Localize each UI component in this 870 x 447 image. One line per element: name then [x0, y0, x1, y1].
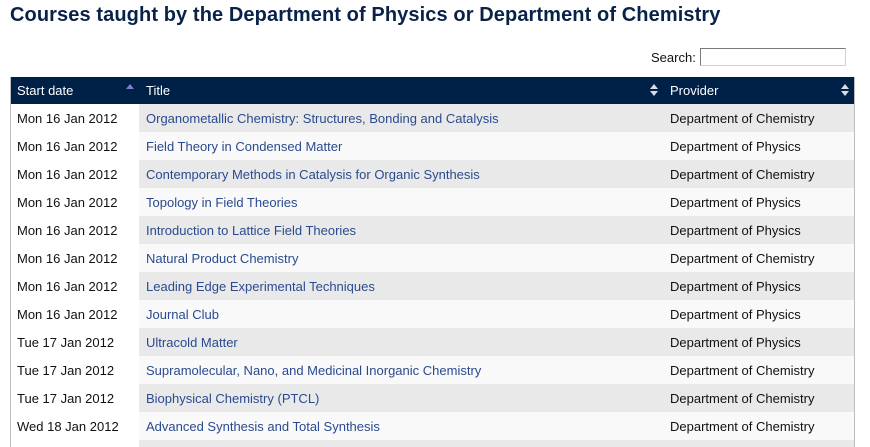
cell-title: Journal Club [139, 300, 663, 328]
courses-table: Start date Title Provider [11, 77, 854, 447]
course-title-link[interactable]: Journal Club [146, 306, 219, 322]
sort-both-icon [841, 84, 849, 96]
cell-provider: Department of Physics [663, 216, 854, 244]
cell-start-date: Mon 16 Jan 2012 [11, 188, 139, 216]
search-label: Search: [651, 49, 696, 65]
course-title-link[interactable]: Field Theory in Condensed Matter [146, 138, 343, 154]
table-row: Mon 16 Jan 2012 Topology in Field Theorie… [11, 188, 854, 216]
column-header-title[interactable]: Title [139, 77, 663, 104]
course-title-link[interactable]: Biophysical Chemistry (PTCL) [146, 390, 320, 406]
table-row: Tue 17 Jan 2012 Supramolecular, Nano, and… [11, 356, 854, 384]
courses-table-container: Start date Title Provider [10, 77, 855, 447]
cell-start-date: Tue 17 Jan 2012 [11, 356, 139, 384]
cell-start-date: Mon 16 Jan 2012 [11, 216, 139, 244]
cell-provider: Department of Physics [663, 300, 854, 328]
cell-title: Supramolecular, Nano, and Medicinal Inor… [139, 356, 663, 384]
cell-provider: Department of Chemistry [663, 244, 854, 272]
table-row: Mon 16 Jan 2012 Organometallic Chemistry:… [11, 104, 854, 132]
table-row [11, 440, 854, 447]
table-row: Mon 16 Jan 2012 Field Theory in Condensed… [11, 132, 854, 160]
cell-start-date: Wed 18 Jan 2012 [11, 412, 139, 440]
cell-title: Biophysical Chemistry (PTCL) [139, 384, 663, 412]
course-title-link[interactable]: Organometallic Chemistry: Structures, Bo… [146, 110, 499, 126]
cell-start-date: Mon 16 Jan 2012 [11, 272, 139, 300]
page-title: Courses taught by the Department of Phys… [10, 4, 721, 26]
cell-title: Organometallic Chemistry: Structures, Bo… [139, 104, 663, 132]
course-title-link[interactable]: Leading Edge Experimental Techniques [146, 278, 375, 294]
cell-provider: Department of Physics [663, 188, 854, 216]
cell-title: Field Theory in Condensed Matter [139, 132, 663, 160]
course-title-link[interactable]: Advanced Synthesis and Total Synthesis [146, 418, 380, 434]
column-label: Title [146, 83, 171, 98]
search-input[interactable] [699, 48, 846, 66]
cell-title: Introduction to Lattice Field Theories [139, 216, 663, 244]
course-title-link[interactable]: Ultracold Matter [146, 334, 238, 350]
cell-provider: Department of Chemistry [663, 356, 854, 384]
column-label: Provider [670, 83, 719, 98]
column-header-start-date[interactable]: Start date [11, 77, 139, 104]
table-header-row: Start date Title Provider [11, 77, 854, 104]
table-row: Mon 16 Jan 2012 Leading Edge Experimental… [11, 272, 854, 300]
cell-start-date: Mon 16 Jan 2012 [11, 244, 139, 272]
sort-both-icon [650, 84, 658, 96]
cell-title: Contemporary Methods in Catalysis for Or… [139, 160, 663, 188]
cell-provider: Department of Physics [663, 132, 854, 160]
cell-provider: Department of Chemistry [663, 104, 854, 132]
table-row: Tue 17 Jan 2012 Biophysical Chemistry (PT… [11, 384, 854, 412]
course-title-link[interactable]: Topology in Field Theories [146, 194, 298, 210]
course-title-link[interactable]: Natural Product Chemistry [146, 250, 299, 266]
search-bar: Search: [651, 47, 846, 67]
cell-provider: Department of Chemistry [663, 160, 854, 188]
table-body: Mon 16 Jan 2012 Organometallic Chemistry:… [11, 104, 854, 447]
course-title-link[interactable]: Contemporary Methods in Catalysis for Or… [146, 166, 480, 182]
cell-provider [663, 440, 854, 447]
cell-provider: Department of Chemistry [663, 412, 854, 440]
cell-title: Natural Product Chemistry [139, 244, 663, 272]
cell-start-date: Mon 16 Jan 2012 [11, 300, 139, 328]
sort-ascending-icon [126, 84, 134, 89]
table-row: Tue 17 Jan 2012 Ultracold Matter Departmen… [11, 328, 854, 356]
cell-start-date: Mon 16 Jan 2012 [11, 132, 139, 160]
cell-provider: Department of Physics [663, 328, 854, 356]
cell-start-date: Mon 16 Jan 2012 [11, 104, 139, 132]
table-row: Mon 16 Jan 2012 Contemporary Methods in C… [11, 160, 854, 188]
cell-title: Leading Edge Experimental Techniques [139, 272, 663, 300]
column-label: Start date [17, 83, 74, 98]
cell-title: Advanced Synthesis and Total Synthesis [139, 412, 663, 440]
table-row: Mon 16 Jan 2012 Introduction to Lattice F… [11, 216, 854, 244]
cell-start-date: Tue 17 Jan 2012 [11, 328, 139, 356]
cell-provider: Department of Chemistry [663, 384, 854, 412]
course-title-link[interactable]: Supramolecular, Nano, and Medicinal Inor… [146, 362, 482, 378]
cell-start-date: Mon 16 Jan 2012 [11, 160, 139, 188]
cell-start-date: Tue 17 Jan 2012 [11, 384, 139, 412]
cell-title: Ultracold Matter [139, 328, 663, 356]
table-row: Wed 18 Jan 2012 Advanced Synthesis and To… [11, 412, 854, 440]
cell-title: Topology in Field Theories [139, 188, 663, 216]
course-title-link[interactable]: Introduction to Lattice Field Theories [146, 222, 357, 238]
table-row: Mon 16 Jan 2012 Journal Club Department of… [11, 300, 854, 328]
table-row: Mon 16 Jan 2012 Natural Product Chemistry… [11, 244, 854, 272]
cell-provider: Department of Physics [663, 272, 854, 300]
column-header-provider[interactable]: Provider [663, 77, 854, 104]
cell-start-date [11, 440, 139, 447]
cell-title [139, 440, 663, 447]
